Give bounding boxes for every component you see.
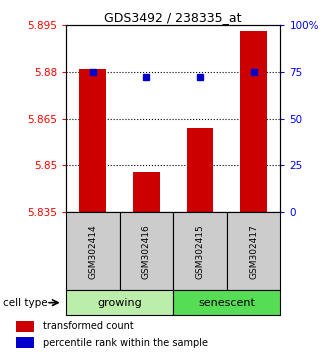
Text: GSM302416: GSM302416 [142, 224, 151, 279]
Bar [240, 31, 267, 212]
Text: GSM302414: GSM302414 [88, 224, 97, 279]
Bar [187, 128, 214, 212]
Bar [173, 212, 227, 290]
Bar [227, 212, 280, 290]
Bar [66, 290, 173, 315]
Text: GSM302415: GSM302415 [196, 224, 205, 279]
Text: transformed count: transformed count [43, 321, 134, 331]
Text: percentile rank within the sample: percentile rank within the sample [43, 338, 208, 348]
Bar [119, 212, 173, 290]
Text: senescent: senescent [198, 298, 255, 308]
Bar [16, 321, 34, 332]
Text: growing: growing [97, 298, 142, 308]
Text: cell type: cell type [3, 298, 48, 308]
Title: GDS3492 / 238335_at: GDS3492 / 238335_at [105, 11, 242, 24]
Bar [66, 212, 119, 290]
Bar [133, 172, 160, 212]
Bar [173, 290, 280, 315]
Bar [16, 337, 34, 348]
Text: GSM302417: GSM302417 [249, 224, 258, 279]
Bar [80, 69, 106, 212]
